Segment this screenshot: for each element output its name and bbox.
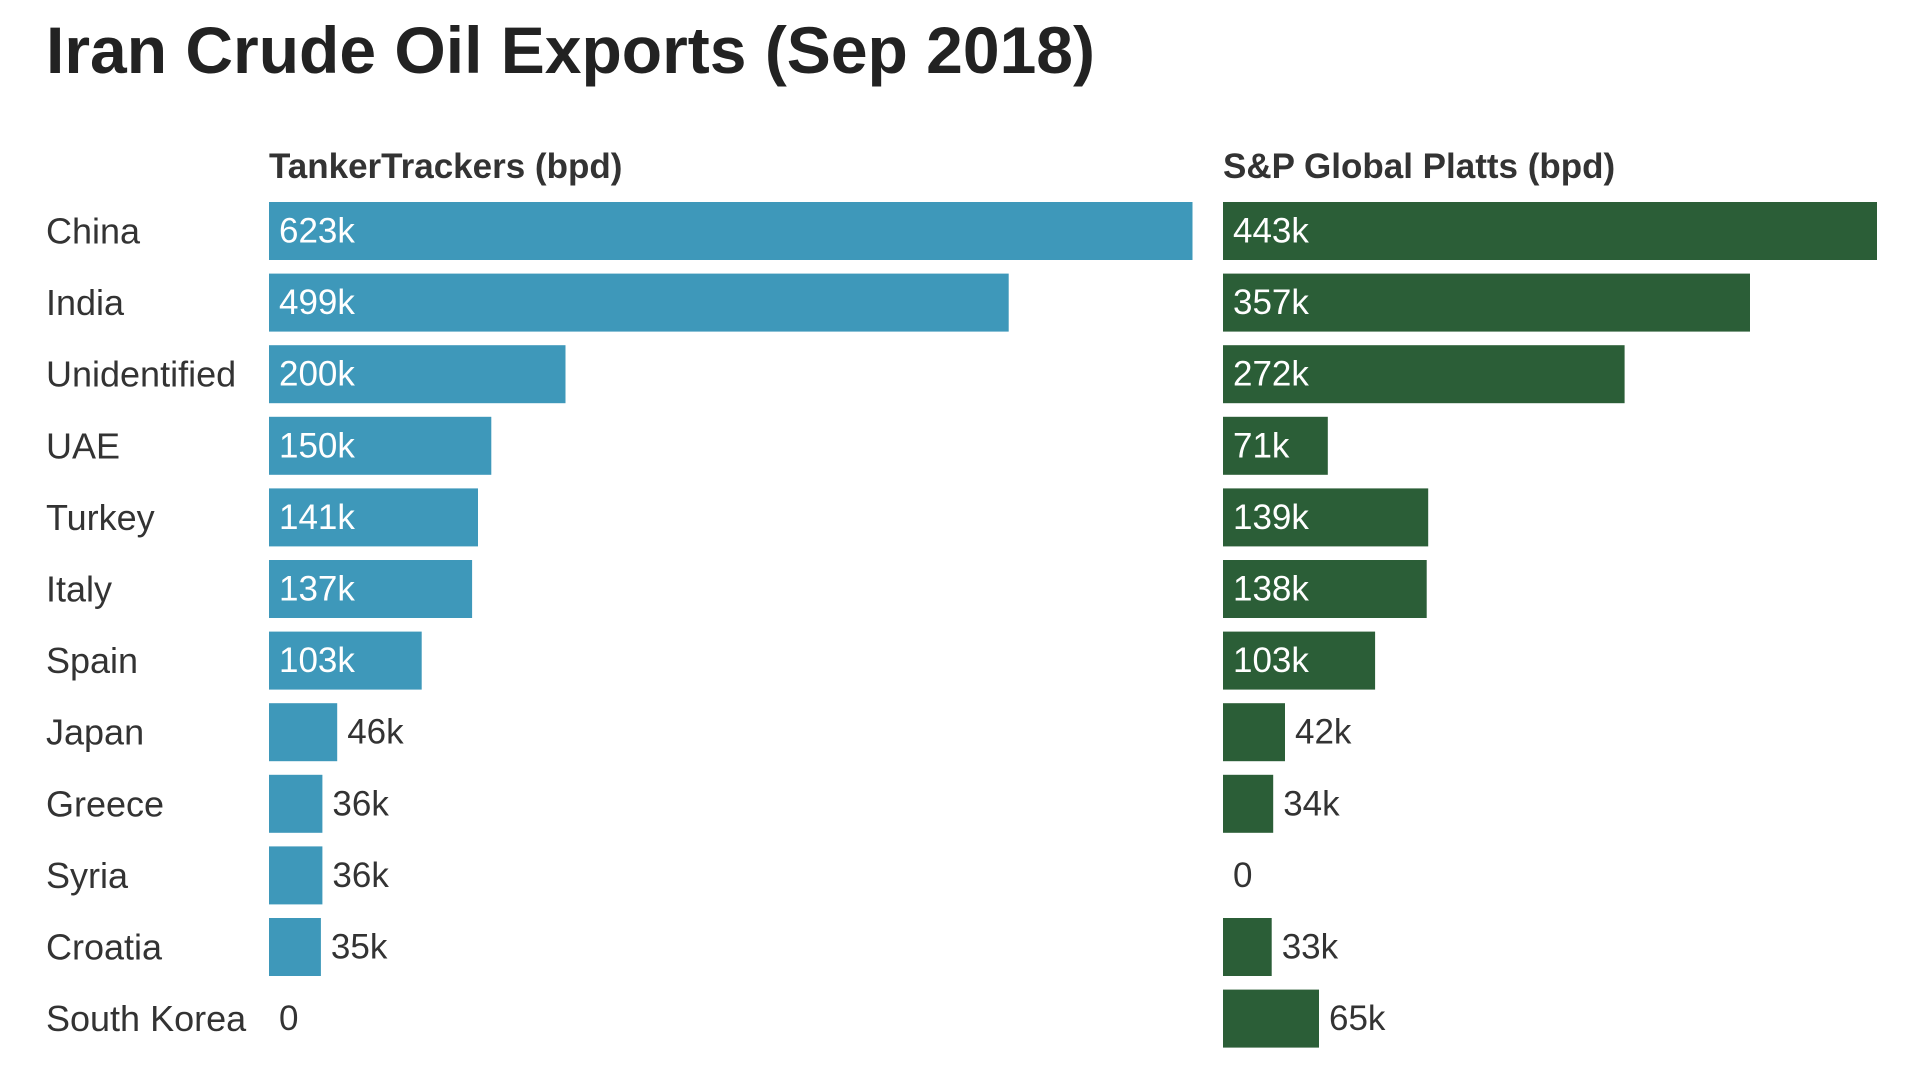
category-label-syria: Syria: [46, 855, 129, 896]
bar-tankertrackers-bpd-spain: [269, 631, 422, 690]
chart-title: Iran Crude Oil Exports (Sep 2018): [46, 13, 1095, 87]
bar-sandp-global-platts-bpd-italy: [1223, 560, 1427, 618]
value-label-sandp-global-platts-bpd-croatia: 33k: [1282, 928, 1339, 967]
value-label-tankertrackers-bpd-syria: 36k: [332, 856, 389, 895]
value-label-tankertrackers-bpd-india: 499k: [279, 283, 355, 322]
value-label-tankertrackers-bpd-south-korea: 0: [279, 999, 298, 1038]
value-label-tankertrackers-bpd-turkey: 141k: [279, 498, 355, 537]
platts-panel: S&P Global Platts (bpd) 443k 357k 272k 71k 13…: [1223, 147, 1877, 1048]
category-label-unidentified: Unidentified: [46, 354, 236, 395]
category-label-croatia: Croatia: [46, 927, 163, 968]
category-label-china: China: [46, 211, 141, 252]
bar-sandp-global-platts-bpd-turkey: [1223, 488, 1429, 547]
category-label-uae: UAE: [46, 425, 120, 466]
bar-tankertrackers-bpd-china: [269, 202, 1193, 260]
value-label-sandp-global-platts-bpd-greece: 34k: [1283, 784, 1340, 823]
bar-tankertrackers-bpd-italy: [269, 560, 473, 618]
category-label-india: India: [46, 282, 125, 323]
bar-tankertrackers-bpd-greece: [269, 774, 323, 833]
category-label-south-korea: South Korea: [46, 998, 247, 1039]
value-label-sandp-global-platts-bpd-china: 443k: [1233, 212, 1309, 251]
category-label-turkey: Turkey: [46, 497, 155, 538]
value-label-tankertrackers-bpd-croatia: 35k: [331, 928, 388, 967]
value-label-sandp-global-platts-bpd-unidentified: 272k: [1233, 355, 1309, 394]
bar-tankertrackers-bpd-india: [269, 273, 1009, 332]
value-label-tankertrackers-bpd-italy: 137k: [279, 570, 355, 609]
bar-sandp-global-platts-bpd-unidentified: [1223, 345, 1625, 404]
value-label-sandp-global-platts-bpd-syria: 0: [1233, 856, 1252, 895]
category-label-greece: Greece: [46, 783, 164, 824]
value-label-tankertrackers-bpd-uae: 150k: [279, 426, 355, 465]
bar-tankertrackers-bpd-croatia: [269, 918, 321, 976]
bar-sandp-global-platts-bpd-croatia: [1223, 918, 1272, 976]
bar-sandp-global-platts-bpd-india: [1223, 273, 1750, 332]
value-label-tankertrackers-bpd-spain: 103k: [279, 641, 355, 680]
value-label-tankertrackers-bpd-china: 623k: [279, 212, 355, 251]
value-label-sandp-global-platts-bpd-italy: 138k: [1233, 570, 1309, 609]
value-label-tankertrackers-bpd-unidentified: 200k: [279, 355, 355, 394]
bar-sandp-global-platts-bpd-greece: [1223, 774, 1274, 833]
category-label-italy: Italy: [46, 569, 112, 610]
bar-tankertrackers-bpd-turkey: [269, 488, 478, 547]
bar-sandp-global-platts-bpd-uae: [1223, 416, 1328, 475]
bar-tankertrackers-bpd-syria: [269, 846, 323, 905]
value-label-sandp-global-platts-bpd-south-korea: 65k: [1329, 999, 1386, 1038]
value-label-tankertrackers-bpd-japan: 46k: [347, 713, 404, 752]
category-label-japan: Japan: [46, 712, 144, 753]
bar-tankertrackers-bpd-unidentified: [269, 345, 566, 404]
bar-sandp-global-platts-bpd-south-korea: [1223, 989, 1319, 1048]
bar-tankertrackers-bpd-uae: [269, 416, 492, 475]
category-label-spain: Spain: [46, 640, 138, 681]
bar-sandp-global-platts-bpd-spain: [1223, 631, 1376, 690]
value-label-sandp-global-platts-bpd-turkey: 139k: [1233, 498, 1309, 537]
series-header-sandp-global-platts-bpd: S&P Global Platts (bpd): [1223, 147, 1615, 186]
value-label-sandp-global-platts-bpd-spain: 103k: [1233, 641, 1309, 680]
tankertrackers-panel: TankerTrackers (bpd) 623k 499k 200k 150k 141k…: [269, 147, 1193, 1038]
value-label-sandp-global-platts-bpd-japan: 42k: [1295, 713, 1352, 752]
value-label-sandp-global-platts-bpd-uae: 71k: [1233, 426, 1290, 465]
bar-tankertrackers-bpd-japan: [269, 703, 338, 762]
value-label-sandp-global-platts-bpd-india: 357k: [1233, 283, 1309, 322]
category-labels: China India Unidentified UAE Turkey Italy Spai…: [46, 211, 247, 1040]
bar-sandp-global-platts-bpd-china: [1223, 202, 1877, 260]
bar-sandp-global-platts-bpd-japan: [1223, 703, 1285, 762]
series-header-tankertrackers-bpd: TankerTrackers (bpd): [269, 147, 622, 186]
value-label-tankertrackers-bpd-greece: 36k: [332, 784, 389, 823]
